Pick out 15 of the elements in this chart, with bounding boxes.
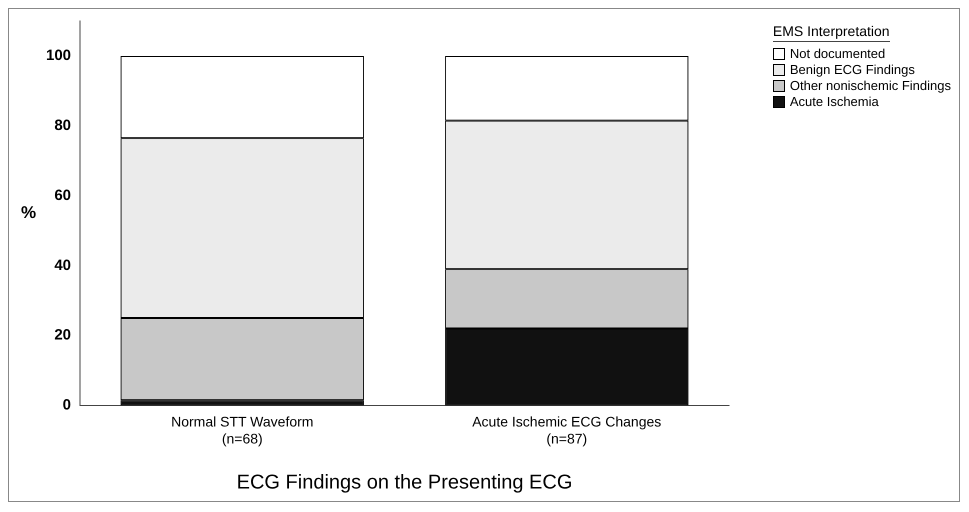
y-tick-label: 40: [54, 256, 72, 274]
y-axis-title: %: [21, 202, 36, 222]
legend-label: Benign ECG Findings: [790, 62, 915, 78]
legend-label: Other nonischemic Findings: [790, 78, 951, 94]
legend-label: Not documented: [790, 46, 886, 62]
x-tick-label: Acute Ischemic ECG Changes (n=87): [472, 414, 662, 446]
legend-label: Acute Ischemia: [790, 94, 879, 110]
y-tick-label: 60: [54, 186, 72, 204]
y-tick-label: 20: [54, 326, 72, 344]
x-axis-title: ECG Findings on the Presenting ECG: [236, 472, 572, 494]
x-tick-label: Normal STT Waveform (n=68): [171, 414, 314, 446]
legend-title: EMS Interpretation: [772, 23, 890, 42]
y-tick-label: 100: [46, 47, 72, 64]
y-tick-label: 0: [62, 396, 72, 414]
y-tick-label: 80: [54, 116, 72, 134]
